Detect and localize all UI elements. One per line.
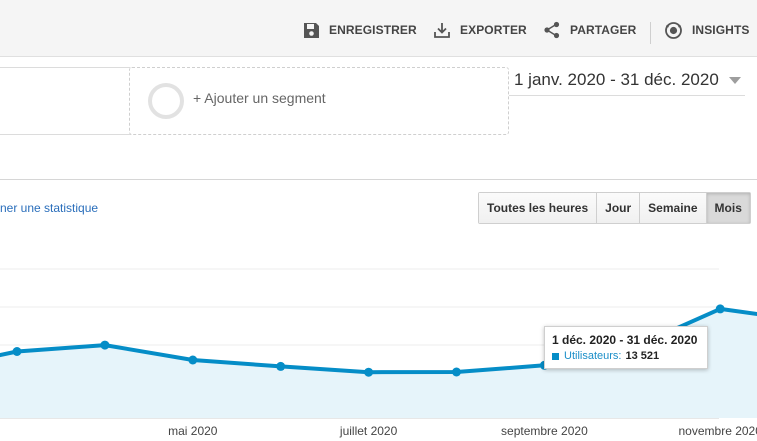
- report-toolbar: ENREGISTRER EXPORTER PARTAGER: [0, 0, 757, 57]
- data-point-mars-2020[interactable]: [12, 347, 22, 356]
- save-button[interactable]: ENREGISTRER: [303, 17, 417, 43]
- export-button[interactable]: EXPORTER: [433, 17, 527, 43]
- data-point-avril-2020[interactable]: [100, 340, 110, 350]
- tooltip-series-swatch: [552, 352, 559, 360]
- floppy-disk-icon: [304, 22, 319, 38]
- tooltip-metric-row: Utilisateurs: 13 521: [552, 350, 700, 362]
- granularity-hourly-button[interactable]: Toutes les heures: [479, 193, 598, 223]
- add-segment-button[interactable]: + Ajouter un segment: [129, 67, 509, 135]
- date-range-label: 1 janv. 2020 - 31 déc. 2020: [514, 70, 719, 89]
- x-tick-label: mai 2020: [168, 424, 218, 438]
- granularity-week-button[interactable]: Semaine: [640, 193, 707, 223]
- export-label: EXPORTER: [460, 23, 527, 37]
- insights-button[interactable]: INSIGHTS: [664, 17, 749, 43]
- granularity-day-button[interactable]: Jour: [597, 193, 641, 223]
- caret-down-icon: [728, 76, 741, 84]
- date-range-selector[interactable]: 1 janv. 2020 - 31 déc. 2020: [514, 70, 741, 90]
- insights-icon: [665, 21, 682, 39]
- section-divider: [0, 179, 757, 180]
- granularity-month-button[interactable]: Mois: [706, 193, 750, 223]
- tooltip-title: 1 déc. 2020 - 31 déc. 2020: [552, 333, 698, 347]
- toolbar-separator: [650, 22, 651, 44]
- insights-label: INSIGHTS: [692, 23, 750, 37]
- series-area-fill: [0, 308, 757, 418]
- tooltip-metric-value: 13 521: [625, 350, 660, 362]
- data-point-juin-2020[interactable]: [276, 361, 286, 371]
- x-tick-label: septembre 2020: [501, 424, 588, 438]
- chart-tooltip: 1 déc. 2020 - 31 déc. 2020 Utilisateurs:…: [544, 326, 708, 369]
- share-icon: [544, 21, 560, 39]
- segment-placeholder-circle: [148, 83, 184, 119]
- share-button[interactable]: PARTAGER: [543, 17, 636, 43]
- date-range-underline: [509, 95, 745, 96]
- data-point-novembre-2020[interactable]: [715, 304, 725, 314]
- select-metric-link[interactable]: ner une statistique: [0, 201, 99, 215]
- segment-all-users[interactable]: [0, 67, 146, 135]
- data-point-août-2020[interactable]: [452, 367, 461, 377]
- tooltip-metric-label: Utilisateurs:: [564, 350, 622, 362]
- x-tick-label: juillet 2020: [339, 424, 398, 438]
- data-point-juillet-2020[interactable]: [364, 367, 374, 377]
- data-point-mai-2020[interactable]: [188, 355, 198, 365]
- granularity-toggle: Toutes les heures Jour Semaine Mois: [478, 192, 751, 224]
- save-label: ENREGISTRER: [329, 23, 417, 37]
- download-icon: [434, 23, 450, 38]
- share-label: PARTAGER: [570, 23, 637, 37]
- x-tick-label: novembre 2020: [679, 424, 757, 438]
- x-axis-tick-labels: mai 2020 juillet 2020 septembre 2020 novemb…: [168, 424, 757, 438]
- add-segment-label: + Ajouter un segment: [193, 90, 326, 106]
